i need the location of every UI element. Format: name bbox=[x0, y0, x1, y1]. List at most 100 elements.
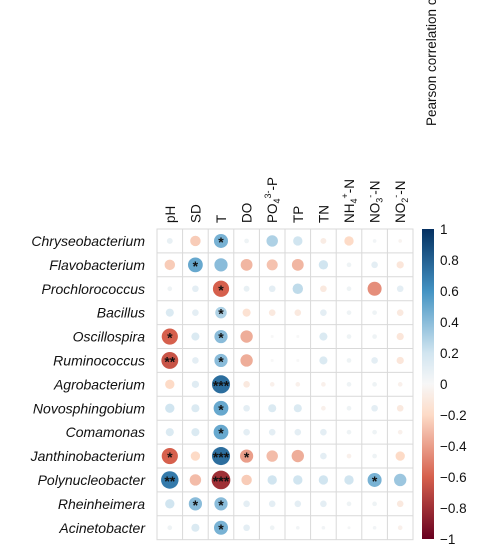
correlation-circle bbox=[346, 310, 352, 315]
correlation-circle bbox=[243, 428, 250, 436]
column-label: SD bbox=[188, 204, 203, 223]
correlation-circle bbox=[191, 380, 200, 388]
correlation-circle bbox=[189, 474, 202, 486]
correlation-circle bbox=[268, 404, 277, 413]
correlation-circle bbox=[266, 235, 278, 247]
correlation-circle bbox=[321, 405, 326, 411]
correlation-circle bbox=[321, 525, 326, 530]
correlation-circle bbox=[397, 382, 403, 387]
column-label: TN bbox=[316, 205, 331, 223]
correlation-circle bbox=[243, 524, 250, 532]
column-labels: pH SD T DO PO43--P TP TN NH4+-N NO3--N NO2--N bbox=[163, 177, 410, 223]
correlation-circle bbox=[192, 285, 199, 293]
correlation-circle bbox=[295, 382, 301, 387]
correlation-circle bbox=[318, 260, 329, 270]
correlation-circle bbox=[346, 429, 352, 435]
correlation-circle bbox=[211, 470, 231, 490]
correlation-circle bbox=[213, 233, 229, 248]
correlation-circle bbox=[166, 237, 173, 244]
significance-stars: * bbox=[372, 473, 378, 489]
correlation-circle bbox=[321, 382, 326, 387]
correlation-circle bbox=[266, 450, 278, 462]
correlation-circle bbox=[214, 329, 228, 344]
significance-stars: * bbox=[218, 401, 224, 417]
correlation-circle bbox=[243, 500, 250, 508]
correlation-circle bbox=[161, 447, 178, 465]
correlation-circle bbox=[346, 334, 352, 339]
heatmap-grid bbox=[156, 228, 414, 541]
colorbar-tick-label: −0.6 bbox=[440, 470, 467, 485]
correlation-circle bbox=[293, 404, 302, 413]
correlation-circle bbox=[371, 404, 378, 412]
column-label: NO3--N bbox=[366, 180, 385, 223]
row-label: Comamonas bbox=[66, 424, 145, 440]
correlation-circle bbox=[161, 352, 179, 369]
correlation-circle bbox=[344, 236, 354, 246]
correlation-circle bbox=[243, 285, 250, 292]
correlation-circle bbox=[294, 309, 302, 316]
correlation-circle bbox=[293, 475, 303, 485]
correlation-circle bbox=[270, 358, 274, 362]
significance-stars: * bbox=[193, 497, 199, 513]
correlation-circle bbox=[295, 525, 300, 530]
significance-stars: *** bbox=[213, 377, 230, 393]
significance-stars: * bbox=[244, 449, 250, 465]
correlation-circle bbox=[212, 280, 230, 297]
correlation-circle bbox=[268, 428, 276, 436]
correlation-circle bbox=[244, 238, 249, 244]
colorbar-scale bbox=[422, 229, 434, 539]
correlation-circle bbox=[371, 357, 378, 364]
row-label: Prochlorococcus bbox=[42, 281, 146, 297]
correlation-circle bbox=[161, 328, 178, 345]
significance-stars: * bbox=[218, 282, 224, 298]
correlation-circle bbox=[291, 449, 304, 463]
correlation-circle bbox=[292, 283, 304, 294]
correlation-circle bbox=[239, 449, 254, 463]
correlation-circle bbox=[396, 404, 404, 412]
row-label: Rheinheimera bbox=[58, 496, 145, 512]
significance-stars: * bbox=[218, 497, 224, 513]
correlation-circle bbox=[293, 236, 303, 246]
correlation-circle bbox=[371, 261, 378, 269]
significance-stars: * bbox=[167, 330, 173, 346]
correlation-circle bbox=[346, 382, 352, 387]
column-label: TP bbox=[291, 206, 306, 223]
correlation-circle bbox=[190, 451, 201, 461]
significance-stars: * bbox=[167, 449, 173, 465]
row-labels: Chryseobacterium Flavobacterium Prochloroc… bbox=[30, 233, 147, 536]
significance-stars: * bbox=[218, 353, 224, 369]
correlation-circle bbox=[165, 428, 174, 437]
row-label: Acinetobacter bbox=[58, 520, 146, 536]
colorbar-tick-label: −1 bbox=[440, 532, 455, 547]
correlation-circle bbox=[240, 330, 253, 343]
correlation-circle bbox=[241, 474, 252, 486]
correlation-circle bbox=[320, 237, 327, 244]
row-label: Ruminococcus bbox=[53, 352, 145, 368]
correlation-circle bbox=[346, 453, 352, 459]
correlation-circle bbox=[167, 286, 173, 292]
correlation-circle bbox=[266, 259, 278, 271]
correlation-circle bbox=[268, 500, 276, 508]
correlation-circle bbox=[397, 525, 403, 531]
row-label: Oscillospira bbox=[73, 329, 146, 345]
significance-stars: * bbox=[218, 425, 224, 441]
significance-stars: * bbox=[193, 258, 199, 274]
significance-stars: * bbox=[218, 521, 224, 537]
correlation-circle bbox=[395, 451, 405, 461]
heatmap-cells: ***** *** ******* *** *** *** ** ** bbox=[161, 233, 407, 537]
correlation-circle bbox=[267, 475, 277, 485]
correlation-circle bbox=[397, 429, 403, 435]
correlation-circle bbox=[396, 356, 404, 365]
correlation-circle bbox=[215, 306, 227, 319]
colorbar-tick-label: 0.2 bbox=[440, 346, 459, 361]
column-label: T bbox=[214, 215, 229, 223]
correlation-circle bbox=[191, 332, 200, 341]
correlation-circle bbox=[167, 525, 173, 531]
correlation-circle bbox=[346, 286, 352, 292]
correlation-circle bbox=[294, 500, 302, 508]
correlation-circle bbox=[320, 285, 327, 293]
colorbar: 1 0.8 0.6 0.4 0.2 0 −0.2 −0.4 −0.6 −0.8 −1 bbox=[422, 222, 467, 547]
correlation-circle bbox=[165, 379, 175, 390]
correlation-circle bbox=[320, 309, 327, 316]
